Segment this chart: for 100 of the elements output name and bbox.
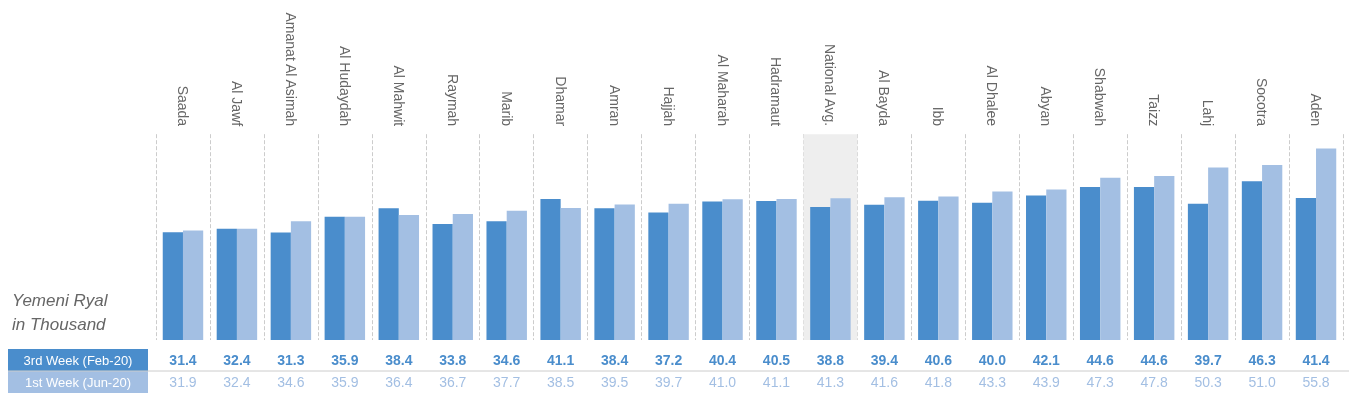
data-label: 55.8 (1302, 374, 1330, 390)
x-tick-label: Al Jawf (228, 81, 245, 127)
data-label: 47.8 (1140, 374, 1168, 390)
bar (864, 204, 885, 340)
data-label: 39.4 (870, 352, 899, 368)
data-label: 31.4 (169, 352, 197, 368)
x-tick-label: Socotra (1254, 77, 1271, 127)
x-tick-label: Dhamar (552, 76, 569, 127)
bar (1208, 167, 1229, 340)
data-label: 31.9 (169, 374, 197, 390)
bar (236, 228, 258, 340)
x-tick-label: Al Mahwit (390, 65, 407, 127)
bar (668, 203, 689, 340)
data-label: 36.4 (385, 374, 413, 390)
data-label: 41.1 (762, 374, 791, 390)
data-label: 33.8 (439, 352, 467, 368)
x-tick-label: Al Dhalee (984, 65, 1001, 127)
data-label: 41.0 (708, 374, 737, 390)
bar (614, 204, 635, 340)
data-label: 42.1 (1032, 352, 1061, 368)
data-label: 37.2 (654, 352, 683, 368)
bar (1295, 197, 1317, 340)
x-tick-label: Aden (1308, 93, 1325, 127)
bar (1046, 189, 1067, 340)
data-label: 31.3 (277, 352, 305, 368)
bar (1154, 176, 1175, 340)
bar (1241, 181, 1263, 340)
data-label: 51.0 (1248, 374, 1276, 390)
data-label: 38.8 (816, 352, 845, 368)
data-label: 41.1 (547, 352, 575, 368)
x-tick-label: Abyan (1038, 86, 1055, 127)
data-label: 41.6 (870, 374, 899, 390)
bar (918, 200, 939, 340)
bar (702, 201, 723, 340)
bar (378, 208, 399, 340)
bar (432, 224, 453, 340)
x-tick-label: Amanat Al Asimah (282, 12, 299, 127)
bar (756, 201, 777, 340)
data-label: 40.4 (708, 352, 737, 368)
data-label: 44.6 (1086, 352, 1115, 368)
data-label: 41.8 (924, 374, 953, 390)
text: 3rd Week (Feb-20) (23, 352, 133, 368)
x-tick-label: Al Bayda (876, 70, 893, 127)
bar (452, 214, 473, 340)
bar (1079, 186, 1101, 340)
x-tick-label: Hadramaut (768, 56, 785, 127)
bar (938, 196, 959, 340)
bar (992, 191, 1013, 340)
data-label: 34.6 (277, 374, 305, 390)
bar (540, 199, 561, 340)
data-label: 35.9 (331, 352, 359, 368)
data-label: 43.3 (978, 374, 1007, 390)
bar (1133, 186, 1155, 340)
x-tick-label: Lahj (1200, 99, 1217, 127)
x-tick-label: Shabwah (1092, 67, 1109, 127)
bar (344, 216, 366, 340)
data-label: 40.0 (978, 352, 1007, 368)
bar (1187, 203, 1209, 340)
bar (486, 221, 507, 340)
x-tick-label: Taizz (1146, 94, 1163, 127)
bar (830, 198, 851, 340)
data-label: 39.7 (654, 374, 683, 390)
x-tick-label: Amran (606, 84, 623, 127)
text: 1st Week (Jun-20) (25, 374, 131, 390)
data-label: 41.3 (816, 374, 845, 390)
data-label: 44.6 (1140, 352, 1168, 368)
bar (182, 230, 204, 340)
bar (324, 216, 345, 340)
bar (1100, 177, 1121, 340)
data-label: 41.4 (1302, 352, 1330, 368)
data-label: 40.5 (762, 352, 791, 368)
bar (594, 208, 615, 340)
bar (162, 232, 183, 340)
data-label: 32.4 (223, 352, 251, 368)
data-label: 50.3 (1194, 374, 1222, 390)
x-tick-label: Raymah (444, 74, 461, 127)
bar (290, 221, 312, 340)
data-label: 39.5 (600, 374, 629, 390)
data-label: 38.4 (385, 352, 413, 368)
data-label: 40.6 (924, 352, 953, 368)
x-tick-label: Al Hudaydah (336, 45, 353, 127)
bar (506, 210, 527, 340)
data-label: 36.7 (439, 374, 467, 390)
x-tick-label: Al Maharah (714, 54, 731, 127)
y-axis-title: Yemeni Ryal in Thousand (12, 290, 113, 334)
data-label: 32.4 (223, 374, 251, 390)
x-tick-label: National Avg. (822, 43, 839, 127)
bar (810, 206, 831, 340)
data-label: 39.7 (1194, 352, 1222, 368)
bar (1026, 195, 1047, 340)
bar (972, 202, 993, 340)
x-tick-label: Ibb (930, 106, 947, 127)
data-label: 37.7 (493, 374, 521, 390)
data-label: 38.5 (547, 374, 575, 390)
bar (216, 228, 237, 340)
bar (398, 215, 420, 340)
x-tick-label: Saada (174, 85, 191, 127)
data-label: 43.9 (1032, 374, 1061, 390)
bar (270, 232, 291, 340)
bar (648, 212, 669, 340)
